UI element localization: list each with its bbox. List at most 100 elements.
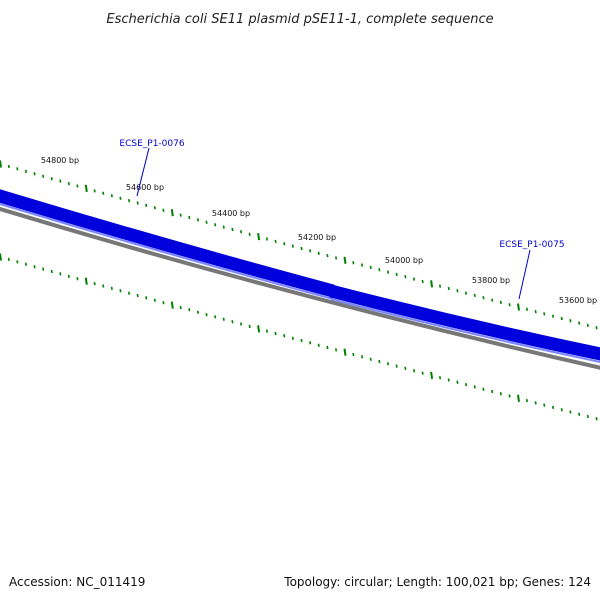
minor-tick bbox=[7, 257, 10, 262]
minor-tick bbox=[300, 338, 303, 343]
minor-tick bbox=[378, 359, 381, 364]
minor-tick bbox=[50, 269, 53, 274]
ruler-label: 54600 bp bbox=[126, 183, 164, 192]
minor-tick bbox=[248, 232, 251, 236]
minor-tick bbox=[59, 179, 62, 183]
minor-tick bbox=[552, 405, 555, 410]
minor-tick bbox=[508, 394, 511, 398]
minor-tick bbox=[153, 206, 156, 210]
plasmid-backbone bbox=[0, 206, 600, 370]
minor-tick bbox=[361, 355, 364, 359]
minor-tick bbox=[465, 291, 468, 295]
minor-tick bbox=[543, 312, 546, 316]
minor-tick bbox=[33, 265, 36, 269]
gene-highlight-ECSE_P1-0076 bbox=[0, 202, 334, 300]
major-tick bbox=[170, 209, 174, 217]
minor-tick bbox=[188, 308, 191, 312]
minor-tick bbox=[421, 371, 424, 375]
minor-tick bbox=[326, 345, 329, 350]
minor-tick bbox=[231, 227, 234, 232]
minor-tick bbox=[404, 275, 407, 279]
ruler-label: 54000 bp bbox=[385, 256, 423, 265]
minor-tick bbox=[76, 184, 79, 188]
minor-tick bbox=[136, 201, 139, 205]
minor-tick bbox=[560, 408, 563, 412]
minor-tick bbox=[491, 298, 494, 302]
ruler-label: 54400 bp bbox=[212, 209, 250, 218]
gene-label-ECSE_P1-0076[interactable]: ECSE_P1-0076 bbox=[119, 139, 184, 149]
minor-tick bbox=[525, 398, 528, 403]
minor-tick bbox=[93, 189, 96, 193]
minor-tick bbox=[387, 362, 390, 366]
minor-tick bbox=[395, 364, 398, 368]
minor-tick bbox=[309, 249, 312, 253]
gene-ECSE_P1-0076[interactable] bbox=[0, 189, 335, 298]
minor-tick bbox=[162, 301, 165, 305]
gene-ECSE_P1-0075[interactable] bbox=[329, 284, 600, 361]
minor-tick bbox=[16, 260, 19, 264]
minor-tick bbox=[525, 307, 528, 311]
minor-tick bbox=[352, 352, 355, 357]
minor-tick bbox=[7, 164, 10, 169]
major-tick bbox=[430, 280, 434, 288]
minor-tick bbox=[119, 289, 122, 293]
minor-tick bbox=[578, 321, 581, 325]
minor-tick bbox=[110, 286, 113, 291]
major-tick bbox=[84, 184, 88, 193]
minor-tick bbox=[395, 272, 398, 277]
minor-tick bbox=[369, 357, 372, 361]
minor-tick bbox=[473, 385, 476, 389]
minor-tick bbox=[326, 253, 329, 258]
minor-tick bbox=[534, 309, 537, 314]
minor-tick bbox=[42, 174, 45, 178]
outer-tick-ruler bbox=[0, 160, 598, 330]
minor-tick bbox=[447, 286, 450, 291]
minor-tick bbox=[16, 167, 19, 171]
minor-tick bbox=[248, 324, 251, 329]
minor-tick bbox=[543, 403, 546, 407]
major-tick bbox=[84, 277, 88, 285]
minor-tick bbox=[456, 289, 459, 293]
minor-tick bbox=[205, 312, 208, 317]
minor-tick bbox=[145, 296, 148, 300]
minor-tick bbox=[179, 213, 182, 217]
minor-tick bbox=[179, 305, 182, 310]
minor-tick bbox=[491, 389, 494, 394]
minor-tick bbox=[378, 268, 381, 272]
minor-tick bbox=[274, 331, 277, 336]
minor-tick bbox=[499, 300, 502, 305]
major-tick bbox=[170, 301, 174, 309]
map-title: Escherichia coli SE11 plasmid pSE11-1, c… bbox=[106, 12, 493, 27]
minor-tick bbox=[482, 387, 485, 391]
minor-tick bbox=[413, 277, 416, 281]
major-tick bbox=[343, 348, 347, 356]
minor-tick bbox=[317, 343, 320, 347]
minor-tick bbox=[33, 172, 36, 176]
gene-label-leader bbox=[136, 147, 150, 197]
minor-tick bbox=[222, 317, 225, 321]
minor-tick bbox=[439, 284, 442, 288]
minor-tick bbox=[283, 242, 286, 246]
minor-tick bbox=[291, 336, 294, 340]
minor-tick bbox=[93, 281, 96, 286]
minor-tick bbox=[102, 284, 105, 288]
minor-tick bbox=[162, 208, 165, 212]
minor-tick bbox=[465, 382, 468, 387]
minor-tick bbox=[240, 230, 243, 234]
minor-tick bbox=[76, 277, 79, 281]
minor-tick bbox=[265, 237, 268, 241]
major-tick bbox=[517, 303, 520, 311]
minor-tick bbox=[309, 341, 312, 345]
minor-tick bbox=[153, 298, 156, 302]
minor-tick bbox=[595, 417, 598, 421]
gene-label-ECSE_P1-0075[interactable]: ECSE_P1-0075 bbox=[499, 240, 564, 250]
minor-tick bbox=[231, 320, 234, 324]
minor-tick bbox=[439, 376, 442, 380]
minor-tick bbox=[128, 291, 131, 295]
minor-tick bbox=[534, 401, 537, 405]
minor-tick bbox=[110, 194, 113, 198]
minor-tick bbox=[456, 380, 459, 384]
minor-tick bbox=[586, 414, 589, 419]
minor-tick bbox=[214, 315, 217, 319]
ruler-label: 54800 bp bbox=[41, 156, 79, 165]
